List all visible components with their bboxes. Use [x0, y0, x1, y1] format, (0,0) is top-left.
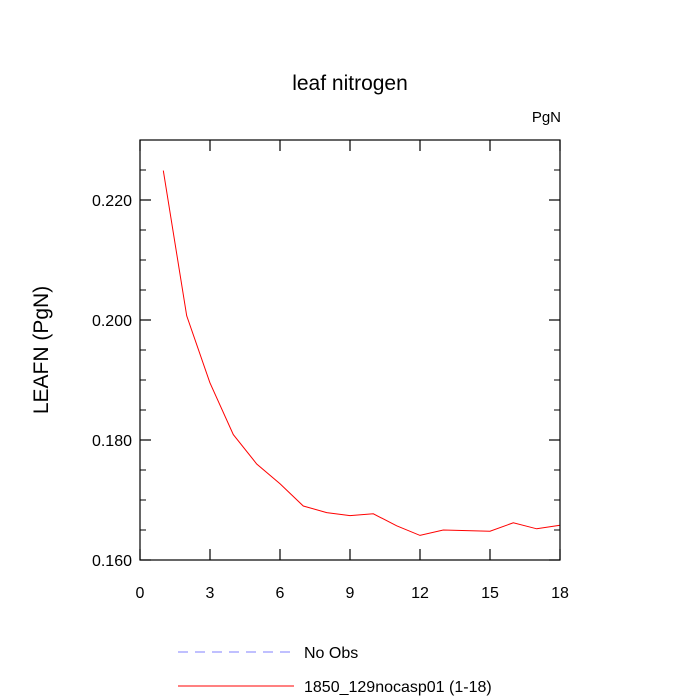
plot-frame — [139, 139, 561, 561]
axis-ticks — [139, 139, 561, 561]
y-tick-label: 0.200 — [92, 313, 132, 330]
series-layer — [162, 170, 561, 536]
x-tick-label: 3 — [206, 585, 215, 602]
x-tick-label: 12 — [411, 585, 429, 602]
x-tick-label: 9 — [346, 585, 355, 602]
y-tick-label: 0.220 — [92, 193, 132, 210]
y-axis-label: LEAFN (PgN) — [30, 286, 53, 414]
x-tick-label: 0 — [136, 585, 145, 602]
legend: No Obs 1850_129nocasp01 (1-18) — [178, 645, 492, 696]
x-tick-label: 18 — [551, 585, 569, 602]
y-tick-label: 0.160 — [92, 553, 132, 570]
units-label: PgN — [532, 109, 561, 126]
legend-label: No Obs — [304, 645, 358, 662]
legend-label: 1850_129nocasp01 (1-18) — [304, 679, 492, 696]
chart-title: leaf nitrogen — [292, 72, 408, 95]
y-tick-label: 0.180 — [92, 433, 132, 450]
axis-tick-labels: 0 3 6 9 12 15 18 0.160 0.180 0.200 0.220 — [92, 193, 569, 602]
x-tick-label: 6 — [276, 585, 285, 602]
x-tick-label: 15 — [481, 585, 499, 602]
series-line-1 — [162, 170, 561, 536]
